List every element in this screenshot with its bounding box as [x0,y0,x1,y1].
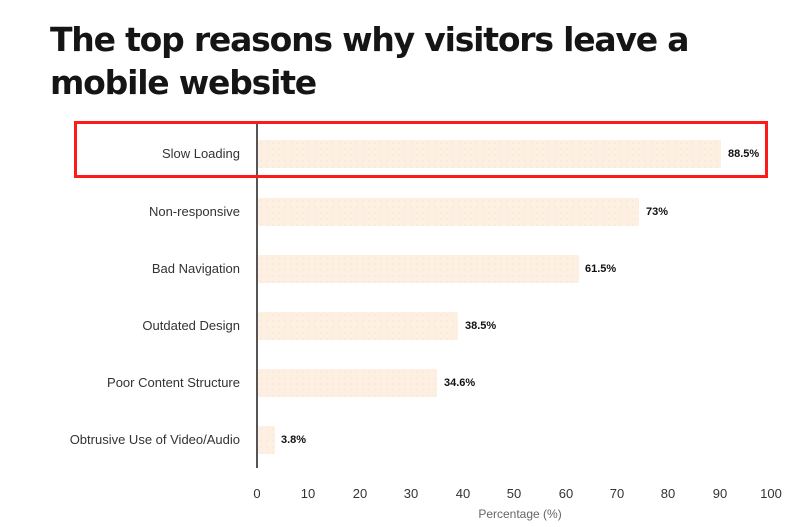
value-label: 61.5% [585,263,617,275]
chart-title: The top reasons why visitors leave a mob… [50,20,690,102]
value-label: 73% [646,206,669,218]
bar-row: Non-responsive 73% [0,197,800,227]
category-label: Slow Loading [161,146,240,161]
x-tick-label: 20 [352,486,368,501]
x-tick-label: 80 [660,486,676,501]
bar-row: Bad Navigation 61.5% [0,254,800,284]
value-label: 38.5% [465,320,497,332]
bar-row: Slow Loading 88.5% [0,139,800,169]
value-label: 3.8% [281,434,307,446]
bar-row: Outdated Design 38.5% [0,311,800,341]
bar [258,312,458,340]
x-tick-label: 40 [455,486,471,501]
category-label: Outdated Design [142,318,240,333]
x-tick-label: 0 [253,486,261,501]
highlight-box [74,121,768,178]
x-tick-label: 50 [506,486,522,501]
x-tick-label: 70 [609,486,625,501]
bar [258,426,275,454]
x-tick-label: 100 [760,486,782,501]
x-tick-label: 30 [403,486,419,501]
y-axis-line [256,122,258,468]
category-label: Poor Content Structure [107,375,240,390]
bar [258,198,639,226]
bar [258,140,721,168]
x-tick-label: 60 [558,486,574,501]
category-label: Bad Navigation [151,261,240,276]
bar-row: Poor Content Structure 34.6% [0,368,800,398]
bar [258,369,437,397]
value-label: 34.6% [444,377,476,389]
x-tick-label: 90 [712,486,728,501]
x-axis-title: Percentage (%) [478,507,562,521]
x-tick-label: 10 [300,486,316,501]
bar-row: Obtrusive Use of Video/Audio 3.8% [0,425,800,455]
bar [258,255,579,283]
category-label: Obtrusive Use of Video/Audio [69,432,240,447]
category-label: Non-responsive [148,204,240,219]
value-label: 88.5% [728,148,760,160]
